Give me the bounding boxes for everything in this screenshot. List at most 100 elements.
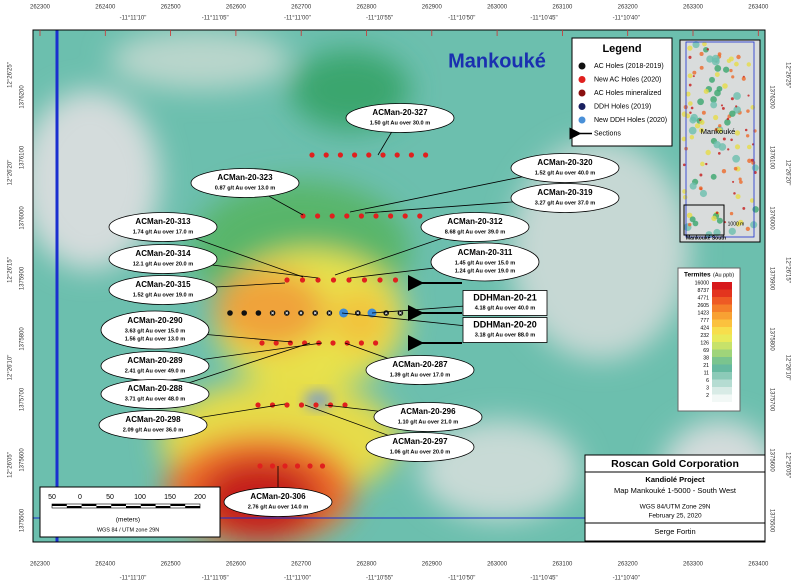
- scale-seg: [66, 506, 82, 508]
- hole: [373, 340, 379, 346]
- inset-blob: [734, 144, 741, 150]
- hole-result: 1.50 g/t Au over 30.0 m: [370, 120, 430, 126]
- hole: [408, 152, 414, 158]
- easting-label: 262400: [95, 5, 116, 11]
- hole-result: 8.68 g/t Au over 39.0 m: [445, 229, 505, 235]
- inset-blob: [746, 144, 752, 150]
- inset-blob: [729, 68, 733, 73]
- legend-symbol: [578, 116, 586, 124]
- hole-name: ACMan-20-327: [372, 108, 428, 117]
- inset-blob: [689, 216, 696, 223]
- inset-blob: [745, 226, 751, 232]
- hole: [323, 152, 329, 158]
- hole-result: 0.87 g/t Au over 13.0 m: [215, 185, 275, 191]
- inset-scale: 1000 m: [728, 221, 745, 227]
- hole-result: 1.52 g/t Au over 40.0 m: [535, 170, 595, 176]
- ac-hole: [227, 310, 233, 316]
- inset-blob: [689, 182, 697, 190]
- legend-symbol: [578, 103, 586, 110]
- inset-blob: [689, 134, 695, 140]
- inset-blob: [723, 66, 730, 73]
- inset-blob: [720, 104, 724, 107]
- inset-blob: [699, 127, 705, 133]
- hole-cross: [327, 311, 331, 315]
- scale-label: 0: [78, 494, 82, 501]
- longitude-label: -11°10'50": [448, 16, 475, 22]
- inset-blob: [735, 105, 738, 108]
- inset-blob: [710, 101, 718, 109]
- latitude-label: 12°26'05": [784, 452, 790, 478]
- easting-label: 262800: [356, 5, 377, 11]
- hole: [346, 277, 352, 283]
- callout: [345, 103, 455, 133]
- hole-result: 1.06 g/t Au over 20.0 m: [390, 449, 450, 455]
- hole: [307, 463, 313, 469]
- hole: [344, 213, 350, 219]
- easting-label: 262700: [291, 5, 312, 11]
- inset-blob: [747, 158, 752, 164]
- termites-swatch: [712, 394, 732, 402]
- hole-result: 2.76 g/t Au over 14.0 m: [248, 504, 308, 510]
- hole: [402, 213, 408, 219]
- inset-blob: [687, 45, 693, 51]
- inset-blob: [690, 106, 694, 110]
- easting-label: 262600: [226, 5, 247, 11]
- easting-label: 262400: [95, 562, 116, 568]
- hole-name: ACMan-20-314: [135, 249, 191, 258]
- hole: [388, 213, 394, 219]
- inset-blob: [685, 113, 691, 119]
- inset-blob: [688, 83, 692, 87]
- scale-label: 150: [164, 494, 176, 501]
- longitude-label: -11°11'10": [120, 576, 147, 582]
- hole-name: ACMan-20-287: [392, 360, 448, 369]
- company: Roscan Gold Corporation: [611, 458, 739, 470]
- hole-result: 1.39 g/t Au over 17.0 m: [390, 372, 450, 378]
- inset-blob: [697, 98, 704, 106]
- easting-label: 263400: [748, 5, 769, 11]
- hole: [373, 213, 379, 219]
- callout: [100, 379, 210, 409]
- hole: [377, 277, 383, 283]
- hole-name: ACMan-20-290: [127, 316, 183, 325]
- inset-blob: [717, 127, 723, 134]
- scale-label: 100: [134, 494, 146, 501]
- northing-label: 1375500: [768, 509, 774, 533]
- termites-swatch: [712, 349, 732, 357]
- inset-blob: [710, 173, 717, 180]
- inset-blob: [745, 134, 750, 138]
- termites-swatch: [712, 319, 732, 327]
- inset-blob: [713, 114, 719, 121]
- hole-result: 3.18 g/t Au over 88.0 m: [475, 332, 535, 338]
- hole: [299, 277, 306, 283]
- scale-seg: [126, 506, 141, 508]
- callout: [108, 212, 218, 242]
- hole: [313, 402, 319, 408]
- inset-blob: [749, 198, 755, 203]
- latitude-label: 12°26'20": [8, 160, 14, 186]
- hole: [394, 152, 400, 158]
- latitude-label: 12°26'10": [8, 355, 14, 381]
- latitude-label: 12°26'10": [784, 355, 790, 381]
- inset-sublabel: Mankouké South: [686, 235, 726, 241]
- termites-value: 2605: [697, 303, 709, 309]
- termites-swatch: [712, 327, 732, 335]
- hole-result: 3.27 g/t Au over 37.0 m: [535, 200, 595, 206]
- termites-swatch: [712, 289, 732, 297]
- inset-blob: [686, 212, 693, 219]
- scale-seg: [52, 504, 67, 506]
- inset-blob: [735, 194, 741, 200]
- inset-blob: [705, 162, 708, 166]
- northing-label: 1375600: [768, 448, 774, 472]
- northing-label: 1376200: [20, 85, 26, 109]
- inset-blob: [753, 171, 757, 174]
- inset-blob: [752, 206, 759, 213]
- scale-seg: [111, 504, 126, 506]
- callout: [100, 310, 210, 350]
- easting-label: 262300: [30, 562, 51, 568]
- northing-label: 1376000: [20, 206, 26, 230]
- inset-blob: [722, 137, 726, 141]
- map-frame: [32, 29, 766, 543]
- hole: [269, 463, 276, 469]
- longitude-label: -11°10'50": [448, 576, 475, 582]
- callout: [510, 183, 620, 213]
